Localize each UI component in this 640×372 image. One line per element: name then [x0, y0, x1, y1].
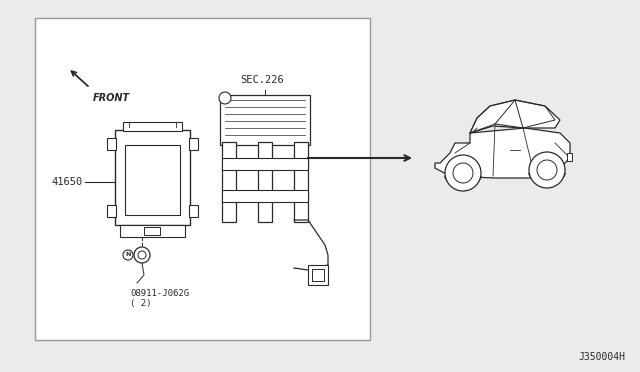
Circle shape: [134, 247, 150, 263]
Circle shape: [453, 163, 473, 183]
Bar: [567, 153, 572, 161]
Bar: [222, 142, 236, 222]
Circle shape: [529, 152, 565, 188]
Polygon shape: [435, 128, 570, 178]
Bar: [123, 122, 182, 131]
Bar: [35, 18, 370, 340]
Text: SEC.226: SEC.226: [240, 75, 284, 85]
Circle shape: [219, 92, 231, 104]
Polygon shape: [470, 100, 560, 133]
Circle shape: [123, 250, 133, 260]
Bar: [189, 138, 198, 150]
Bar: [312, 269, 324, 281]
Text: FRONT: FRONT: [93, 93, 130, 103]
Bar: [189, 205, 198, 217]
Bar: [120, 225, 185, 237]
Bar: [125, 145, 180, 215]
Bar: [115, 130, 190, 225]
Text: N: N: [125, 253, 131, 257]
Circle shape: [138, 251, 146, 259]
Bar: [308, 265, 328, 285]
Bar: [222, 190, 308, 202]
Bar: [222, 158, 308, 170]
Circle shape: [445, 155, 481, 191]
Bar: [294, 142, 308, 222]
Circle shape: [537, 160, 557, 180]
Bar: [144, 227, 160, 235]
Bar: [107, 205, 116, 217]
Bar: [107, 138, 116, 150]
Text: J350004H: J350004H: [578, 352, 625, 362]
Text: 08911-J062G
( 2): 08911-J062G ( 2): [130, 289, 189, 308]
Bar: [220, 95, 310, 145]
Text: 41650: 41650: [52, 177, 83, 187]
Bar: [258, 142, 272, 222]
